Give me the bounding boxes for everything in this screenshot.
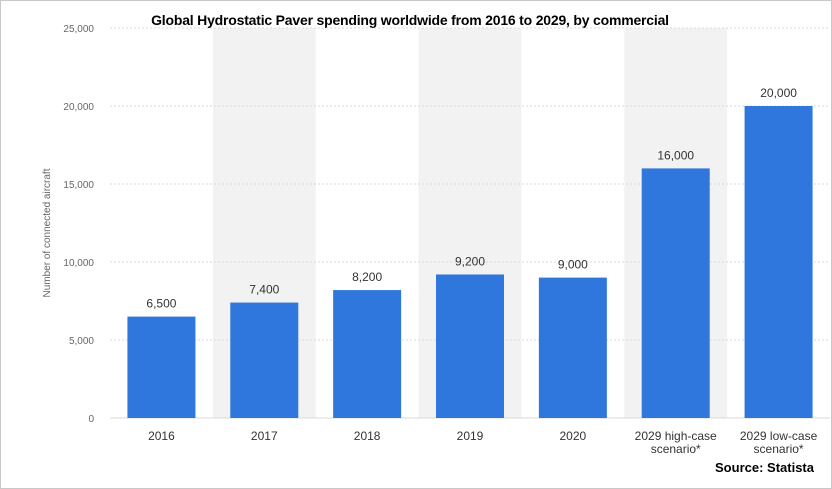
y-tick-label: 20,000 (63, 102, 94, 113)
x-tick-label: 2029 low-case scenario* (740, 429, 818, 456)
x-tick-label: 2016 (148, 429, 175, 443)
x-tick-label: 2018 (354, 429, 381, 443)
value-label: 16,000 (657, 148, 694, 162)
y-tick-label: 25,000 (63, 24, 94, 35)
value-label: 8,200 (352, 270, 382, 284)
bar (744, 106, 813, 418)
bar (538, 277, 607, 418)
bar (436, 274, 504, 418)
value-label: 9,200 (455, 254, 485, 268)
value-label: 9,000 (558, 258, 588, 272)
bar (230, 302, 299, 418)
x-tick-label: 2029 high-case scenario* (635, 429, 717, 456)
value-label: 20,000 (760, 86, 797, 100)
bar (333, 290, 402, 418)
y-tick-label: 0 (88, 414, 94, 425)
x-tick-label: 2017 (251, 429, 278, 443)
y-tick-label: 15,000 (63, 180, 94, 191)
x-tick-label: 2019 (457, 429, 484, 443)
value-label: 7,400 (249, 283, 279, 297)
x-tick-label: 2020 (560, 429, 587, 443)
bars (127, 106, 813, 418)
value-label: 6,500 (146, 297, 176, 311)
y-tick-label: 10,000 (63, 258, 94, 269)
source-note: Source: Statista (715, 460, 814, 475)
bar (641, 168, 710, 418)
y-axis-ticks: 0 5,000 10,000 15,000 20,000 25,000 (63, 24, 94, 425)
y-tick-label: 5,000 (69, 336, 94, 347)
value-labels: 6,500 7,400 8,200 9,200 9,000 16,000 20,000 (146, 86, 797, 311)
bar (127, 316, 196, 418)
chart-title: Global Hydrostatic Paver spending worldw… (151, 12, 669, 28)
x-axis-ticks: 2016 2017 2018 2019 2020 2029 high-case scenar… (148, 429, 818, 456)
y-axis-label: Number of connected aircraft (42, 168, 53, 297)
